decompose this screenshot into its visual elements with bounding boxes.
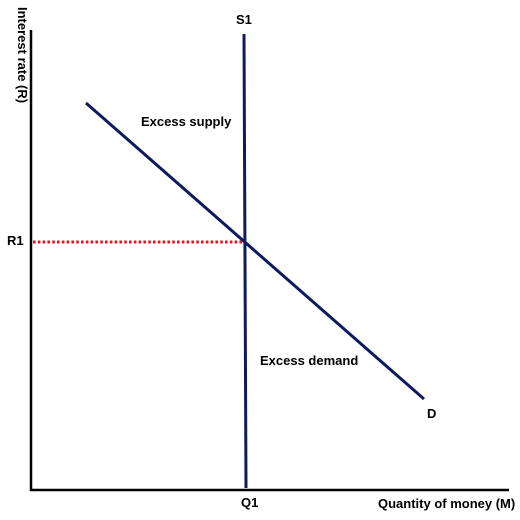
equilibrium-rate-label: R1 [7, 233, 24, 248]
excess-demand-label: Excess demand [260, 353, 358, 368]
excess-supply-label: Excess supply [141, 114, 232, 129]
supply-curve-label: S1 [236, 12, 252, 27]
demand-curve-d [85, 101, 425, 401]
supply-curve-s1 [242, 33, 248, 489]
x-axis-label: Quantity of money (M) [378, 496, 515, 511]
y-axis-label: Interest rate (R) [15, 7, 30, 103]
equilibrium-quantity-label: Q1 [241, 495, 258, 510]
demand-curve-label: D [427, 406, 436, 421]
